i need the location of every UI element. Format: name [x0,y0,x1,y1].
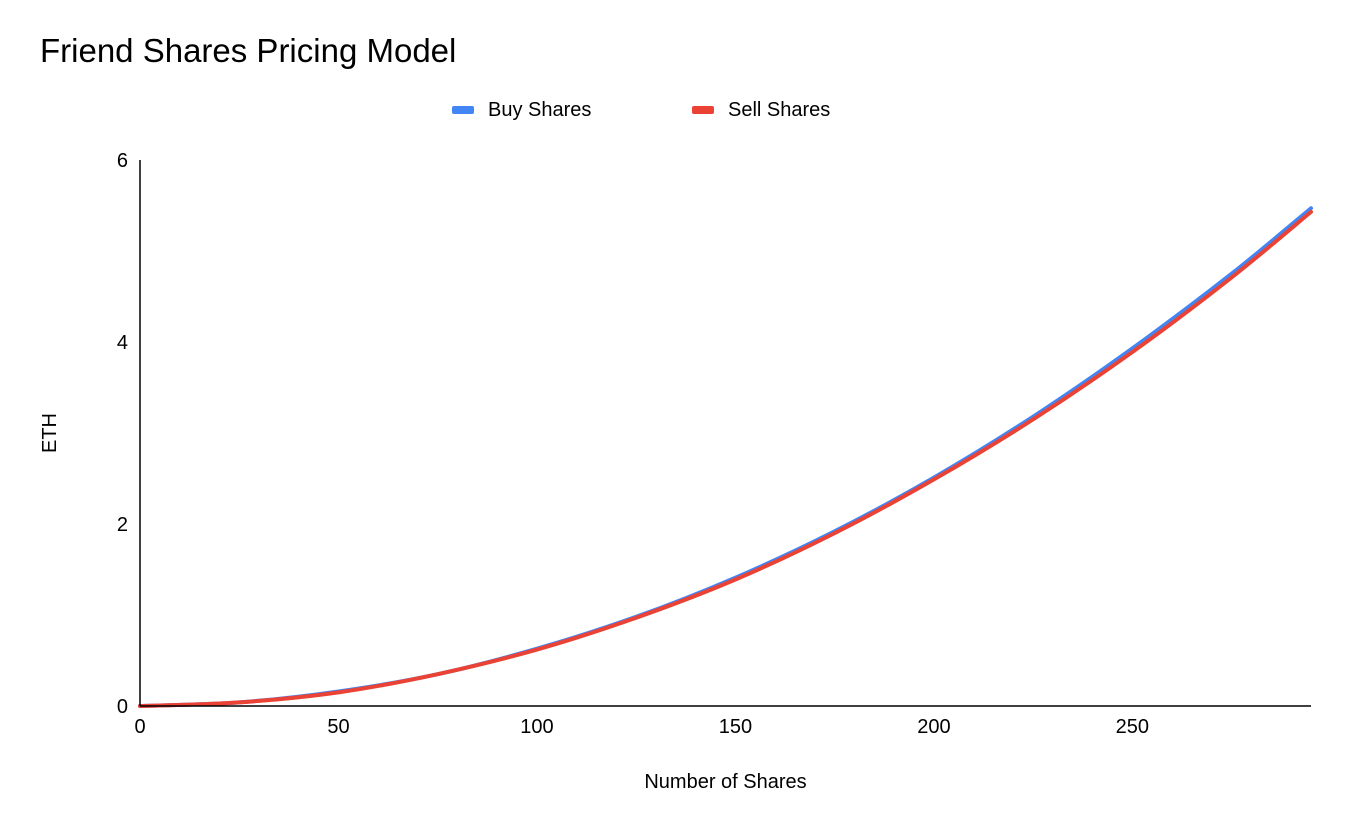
legend-swatch-sell-shares [692,106,714,114]
x-axis-ticks: 0 50 100 150 200 250 [134,716,1149,738]
chart-title: Friend Shares Pricing Model [40,32,457,69]
x-tick-label: 200 [917,716,950,738]
series-line-buy-shares [138,206,1313,708]
y-tick-label: 0 [117,696,128,718]
legend-swatch-buy-shares [452,106,474,114]
x-tick-label: 0 [134,716,145,738]
y-tick-label: 2 [117,514,128,536]
series-lines [138,206,1313,708]
x-axis-title: Number of Shares [644,771,806,793]
x-tick-label: 150 [719,716,752,738]
y-axis-title: ETH [39,413,61,453]
y-tick-label: 4 [117,332,128,354]
x-tick-label: 100 [520,716,553,738]
legend-label-sell-shares: Sell Shares [728,98,831,121]
y-tick-label: 6 [117,150,128,172]
y-axis-ticks: 0 2 4 6 [117,150,128,718]
legend: Buy Shares Sell Shares [0,96,1352,124]
x-tick-label: 250 [1116,716,1149,738]
legend-label-buy-shares: Buy Shares [488,98,592,121]
legend-item-sell-shares[interactable]: Sell Shares [692,96,830,124]
x-tick-label: 50 [327,716,349,738]
legend-item-buy-shares[interactable]: Buy Shares [452,96,591,124]
series-line-sell-shares [138,209,1313,708]
